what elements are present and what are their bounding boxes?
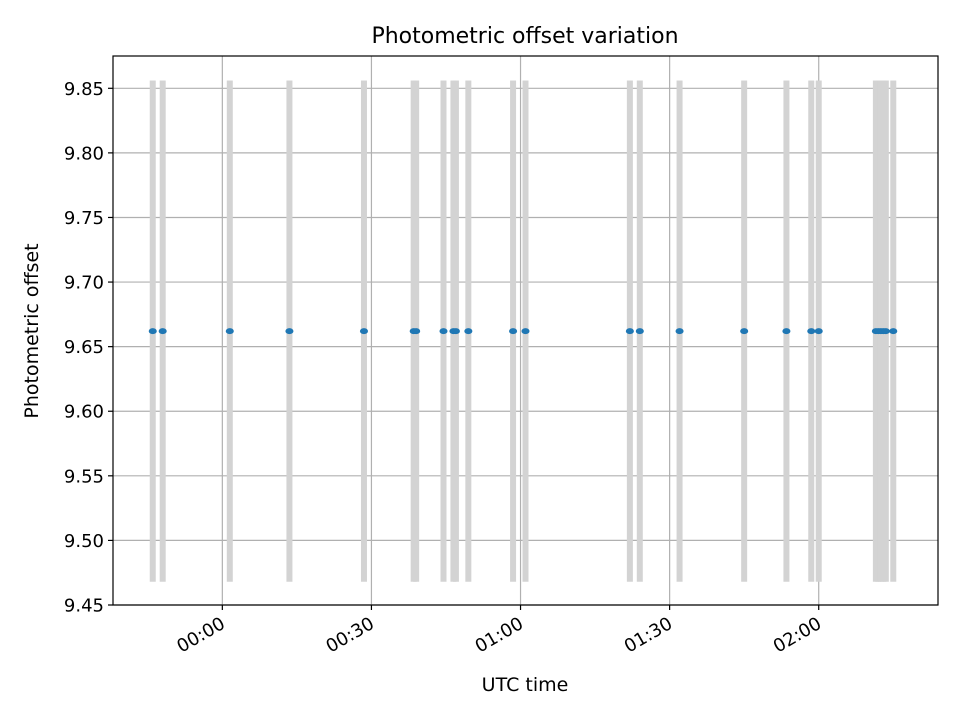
data-point	[225, 328, 234, 335]
chart-title: Photometric offset variation	[371, 24, 678, 49]
x-axis-label: UTC time	[482, 674, 569, 696]
data-point	[881, 328, 890, 335]
point-layer	[148, 328, 898, 335]
data-point	[509, 328, 518, 335]
y-tick-label: 9.50	[64, 531, 104, 552]
data-point	[675, 328, 684, 335]
data-point	[285, 328, 294, 335]
data-point	[439, 328, 448, 335]
data-point	[814, 328, 823, 335]
data-point	[740, 328, 749, 335]
data-point	[451, 328, 460, 335]
data-point	[635, 328, 644, 335]
data-point	[625, 328, 634, 335]
plot-frame	[112, 55, 939, 606]
data-point	[359, 328, 368, 335]
y-tick-label: 9.55	[64, 466, 104, 487]
data-point	[521, 328, 530, 335]
y-axis-ticks: 9.45 9.50 9.55 9.60 9.65 9.70 9.75 9.80 9.85	[64, 79, 113, 617]
y-tick-label: 9.60	[64, 402, 104, 423]
y-tick-label: 9.85	[64, 79, 104, 100]
data-point	[412, 328, 421, 335]
y-tick-label: 9.75	[64, 208, 104, 229]
y-tick-label: 9.70	[64, 273, 104, 294]
data-point	[148, 328, 157, 335]
data-point	[807, 328, 816, 335]
y-tick-label: 9.80	[64, 143, 104, 164]
y-tick-label: 9.45	[64, 596, 104, 617]
data-point	[889, 328, 898, 335]
data-point	[464, 328, 473, 335]
y-tick-label: 9.65	[64, 337, 104, 358]
data-point	[782, 328, 791, 335]
data-point	[158, 328, 167, 335]
y-axis-label: Photometric offset	[21, 243, 43, 418]
